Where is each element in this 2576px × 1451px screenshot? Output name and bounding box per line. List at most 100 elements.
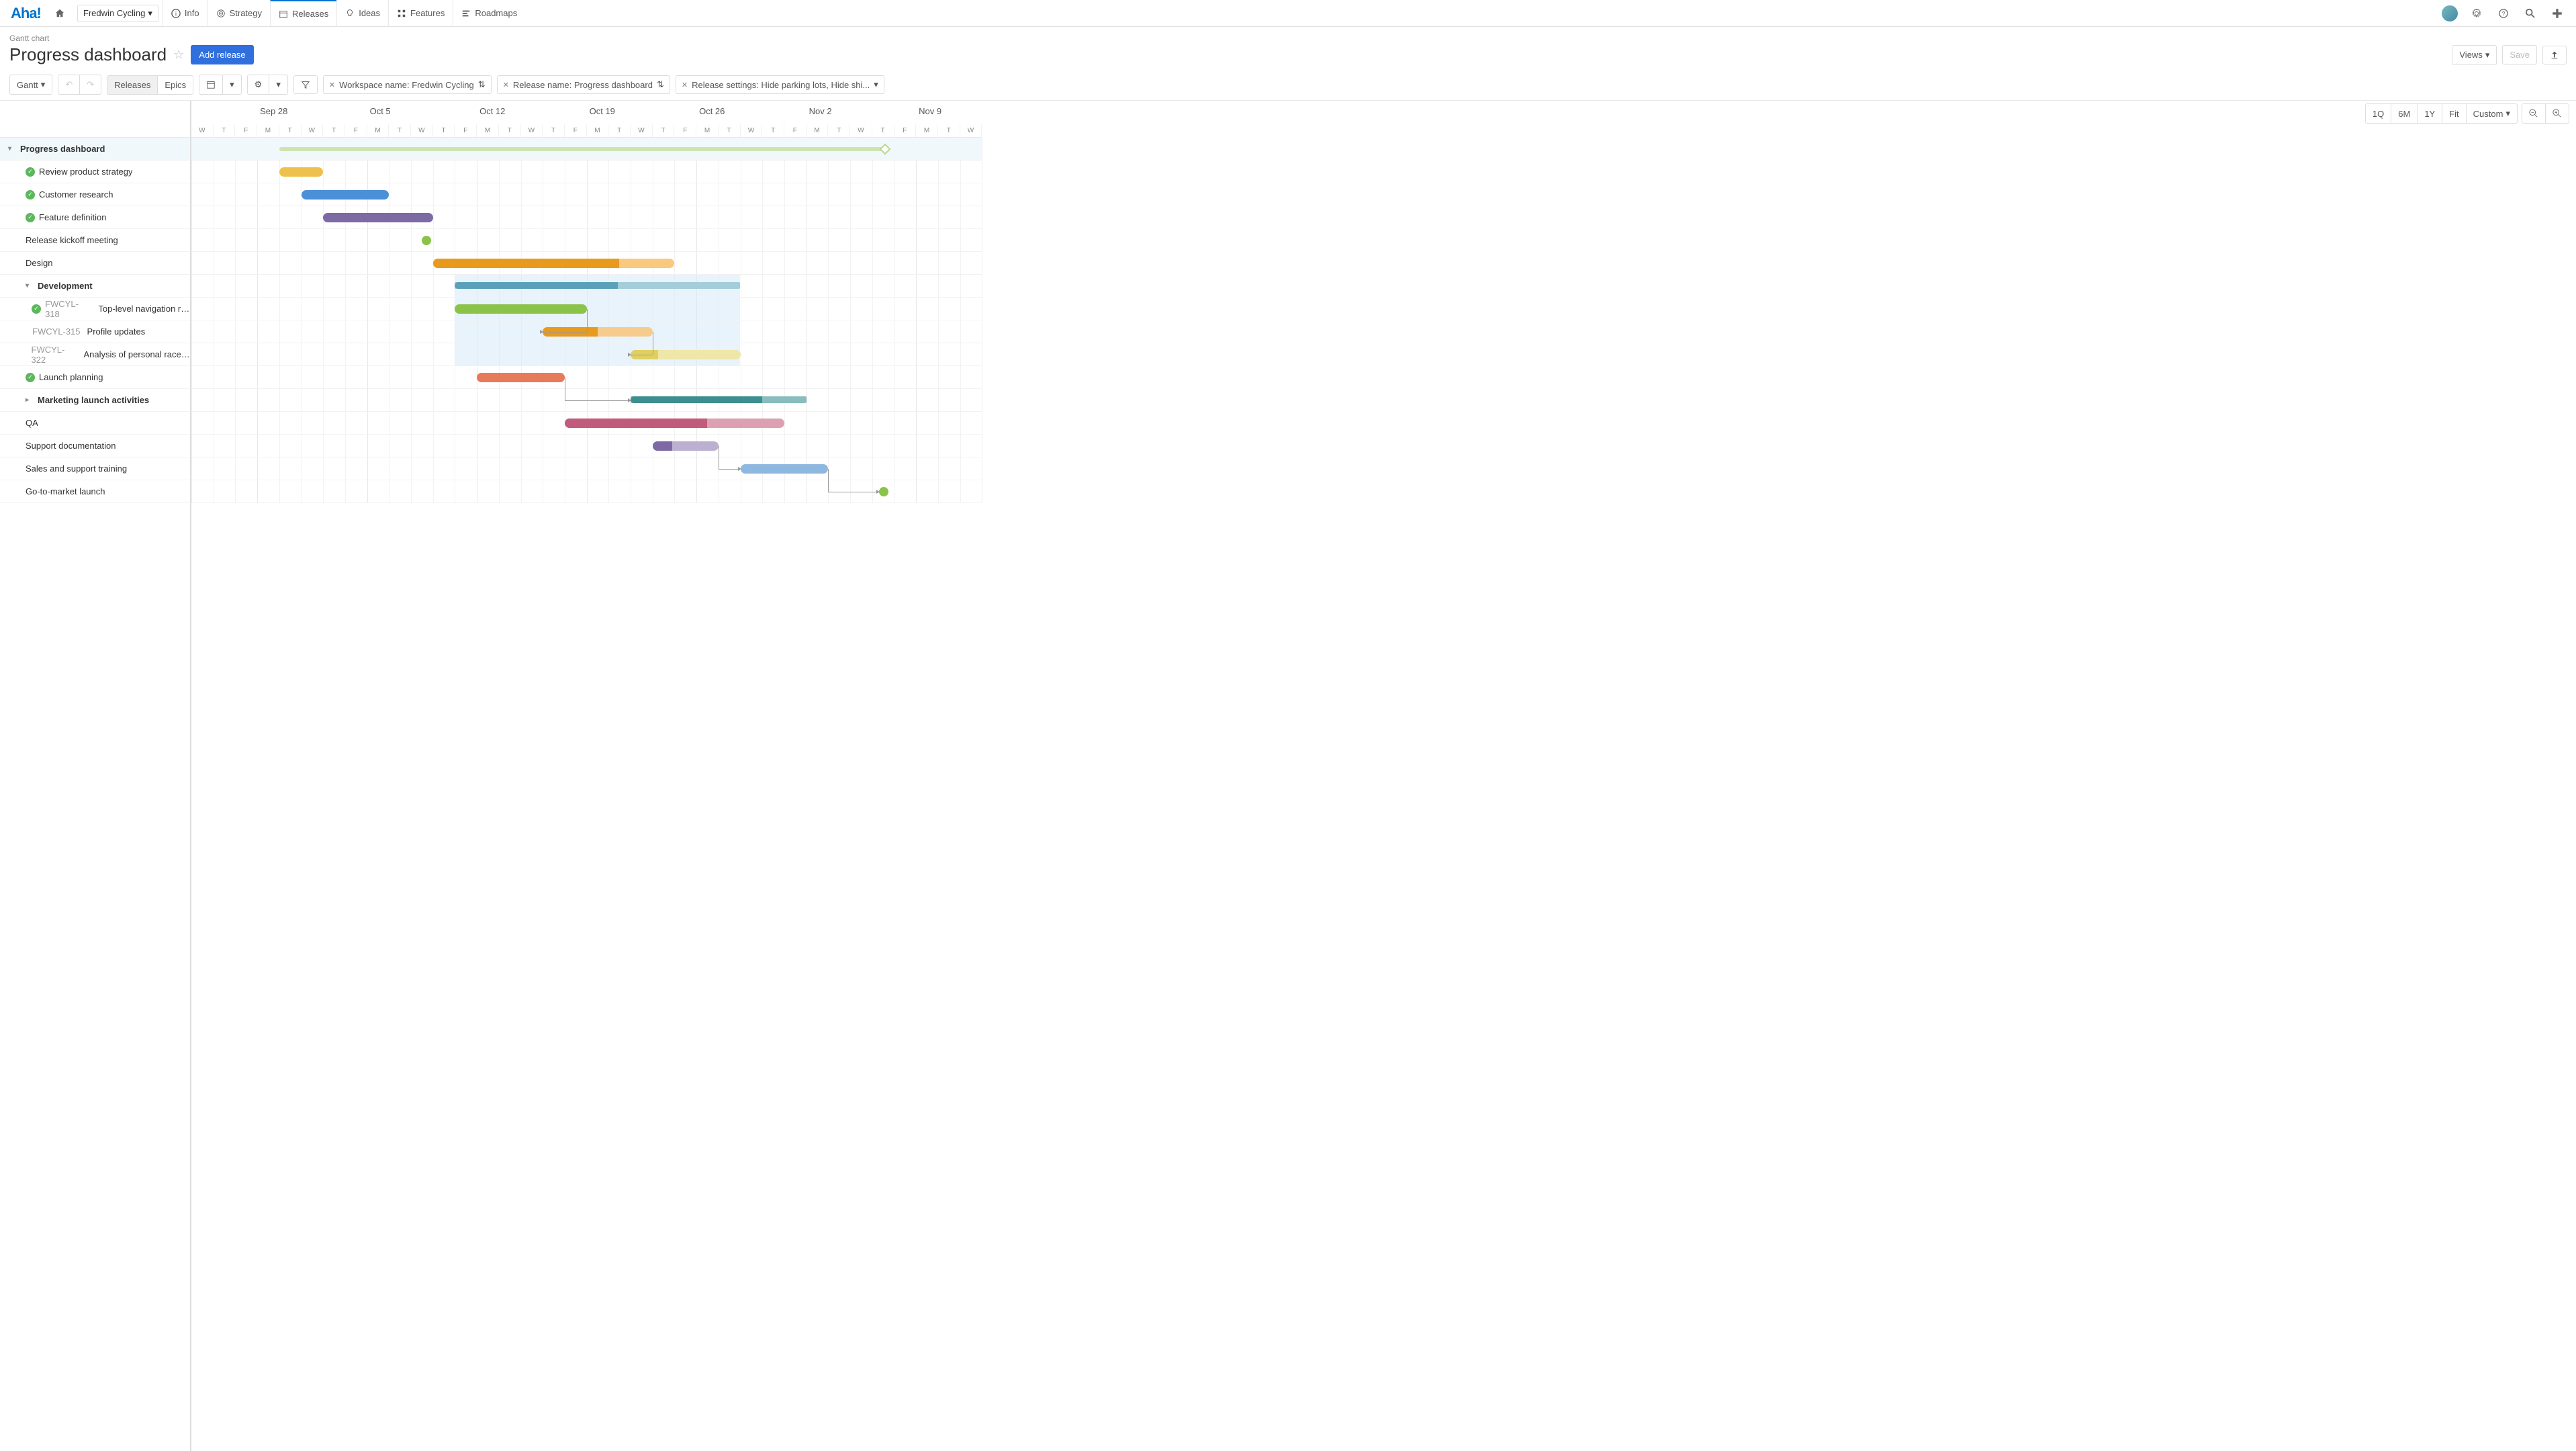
task-group-row[interactable]: ▾Progress dashboard bbox=[0, 138, 190, 161]
gantt-bar[interactable] bbox=[323, 213, 433, 222]
collapse-icon[interactable]: ▸ bbox=[26, 396, 34, 404]
task-row[interactable]: ✓Review product strategy bbox=[0, 161, 190, 183]
gantt-bar[interactable] bbox=[302, 190, 389, 200]
timeline[interactable]: 1Q 6M 1Y Fit Custom ▾ Sep 28Oct 5Oct 12O… bbox=[191, 101, 2576, 1451]
search-icon[interactable] bbox=[2517, 0, 2544, 27]
remove-filter-icon[interactable]: ✕ bbox=[329, 81, 335, 89]
gantt-view-button[interactable]: Gantt ▾ bbox=[9, 75, 52, 95]
gantt-bar[interactable] bbox=[455, 304, 586, 314]
home-icon[interactable] bbox=[46, 0, 73, 27]
task-name: Top-level navigation re... bbox=[98, 304, 190, 314]
settings-icon[interactable]: ⚙ bbox=[247, 75, 270, 95]
nav-features[interactable]: Features bbox=[388, 0, 453, 27]
task-row[interactable]: Support documentation bbox=[0, 435, 190, 457]
nav-roadmaps[interactable]: Roadmaps bbox=[453, 0, 525, 27]
gantt-bar-row bbox=[191, 435, 982, 457]
calendar-dropdown[interactable]: ▾ bbox=[222, 75, 242, 95]
task-ref: FWCYL-318 bbox=[45, 299, 91, 319]
calendar-icon[interactable] bbox=[199, 75, 223, 95]
remove-filter-icon[interactable]: ✕ bbox=[503, 81, 509, 89]
save-button[interactable]: Save bbox=[2502, 45, 2537, 64]
timeline-date-label: Nov 2 bbox=[809, 106, 832, 116]
timeline-weekday: F bbox=[674, 124, 696, 137]
timeline-weekday: T bbox=[279, 124, 302, 137]
task-name: Release kickoff meeting bbox=[26, 235, 118, 245]
task-list: ▾Progress dashboard✓Review product strat… bbox=[0, 101, 191, 1451]
task-group-row[interactable]: ▾Development bbox=[0, 275, 190, 298]
timeline-weekday: T bbox=[762, 124, 784, 137]
remove-filter-icon[interactable]: ✕ bbox=[682, 81, 688, 89]
gantt-bar[interactable] bbox=[279, 167, 323, 177]
zoom-1q[interactable]: 1Q bbox=[2365, 103, 2391, 124]
settings-dropdown[interactable]: ▾ bbox=[269, 75, 288, 95]
nav-strategy[interactable]: Strategy bbox=[208, 0, 270, 27]
redo-icon[interactable]: ↷ bbox=[79, 75, 101, 95]
gantt-bar[interactable] bbox=[543, 327, 653, 337]
task-row[interactable]: QA bbox=[0, 412, 190, 435]
nav-releases[interactable]: Releases bbox=[270, 0, 336, 26]
undo-icon[interactable]: ↶ bbox=[58, 75, 80, 95]
add-icon[interactable] bbox=[2544, 0, 2571, 27]
task-row[interactable]: Design bbox=[0, 252, 190, 275]
task-group-row[interactable]: ▸Marketing launch activities bbox=[0, 389, 190, 412]
milestone-marker[interactable] bbox=[879, 144, 890, 155]
gantt-bar[interactable] bbox=[433, 259, 675, 268]
subheader: Gantt chart Progress dashboard ☆ Add rel… bbox=[0, 27, 2576, 69]
gantt-bar[interactable] bbox=[631, 396, 807, 403]
zoom-fit[interactable]: Fit bbox=[2442, 103, 2466, 124]
gear-icon[interactable] bbox=[2463, 0, 2490, 27]
task-name: Feature definition bbox=[39, 212, 106, 222]
logo[interactable]: Aha! bbox=[11, 5, 41, 22]
add-release-button[interactable]: Add release bbox=[191, 45, 253, 64]
timeline-weekday: M bbox=[916, 124, 938, 137]
gantt-bar-row bbox=[191, 298, 982, 320]
star-icon[interactable]: ☆ bbox=[173, 48, 184, 62]
task-row[interactable]: Sales and support training bbox=[0, 457, 190, 480]
zoom-6m[interactable]: 6M bbox=[2391, 103, 2418, 124]
collapse-icon[interactable]: ▾ bbox=[8, 145, 16, 152]
gantt-bar-row bbox=[191, 366, 982, 389]
nav-info[interactable]: iInfo bbox=[163, 0, 208, 27]
zoom-1y[interactable]: 1Y bbox=[2417, 103, 2442, 124]
filter-settings[interactable]: ✕Release settings: Hide parking lots, Hi… bbox=[676, 75, 884, 94]
task-row[interactable]: FWCYL-315Profile updates bbox=[0, 320, 190, 343]
gantt-bar[interactable] bbox=[477, 373, 565, 382]
releases-toggle[interactable]: Releases bbox=[107, 75, 158, 95]
gantt-bar[interactable] bbox=[455, 282, 740, 289]
help-icon[interactable]: ? bbox=[2490, 0, 2517, 27]
timeline-weekday: F bbox=[455, 124, 477, 137]
milestone-marker[interactable] bbox=[879, 487, 888, 496]
gantt-bar[interactable] bbox=[653, 441, 719, 451]
views-button[interactable]: Views ▾ bbox=[2452, 45, 2497, 65]
task-row[interactable]: ✓Customer research bbox=[0, 183, 190, 206]
filter-icon[interactable] bbox=[293, 75, 318, 94]
task-row[interactable]: Release kickoff meeting bbox=[0, 229, 190, 252]
check-icon: ✓ bbox=[26, 190, 35, 200]
nav-ideas[interactable]: Ideas bbox=[336, 0, 388, 27]
gantt-bar-row bbox=[191, 183, 982, 206]
zoom-out-icon[interactable] bbox=[2522, 103, 2546, 124]
milestone-marker[interactable] bbox=[422, 236, 431, 245]
share-icon[interactable] bbox=[2542, 46, 2567, 64]
task-row[interactable]: ✓Launch planning bbox=[0, 366, 190, 389]
page-title: Progress dashboard bbox=[9, 44, 167, 65]
filter-workspace[interactable]: ✕Workspace name: Fredwin Cycling ⇅ bbox=[323, 75, 492, 94]
zoom-in-icon[interactable] bbox=[2545, 103, 2569, 124]
workspace-selector[interactable]: Fredwin Cycling▾ bbox=[77, 5, 158, 22]
task-row[interactable]: FWCYL-322Analysis of personal race g... bbox=[0, 343, 190, 366]
zoom-custom[interactable]: Custom ▾ bbox=[2466, 103, 2518, 124]
gantt-bar-row bbox=[191, 343, 982, 366]
filter-release[interactable]: ✕Release name: Progress dashboard ⇅ bbox=[497, 75, 670, 94]
gantt-bar[interactable] bbox=[741, 464, 829, 474]
task-row[interactable]: Go-to-market launch bbox=[0, 480, 190, 503]
collapse-icon[interactable]: ▾ bbox=[26, 282, 34, 290]
gantt-bar[interactable] bbox=[631, 350, 741, 359]
task-row[interactable]: ✓Feature definition bbox=[0, 206, 190, 229]
gantt-bar[interactable] bbox=[565, 419, 784, 428]
task-row[interactable]: ✓FWCYL-318Top-level navigation re... bbox=[0, 298, 190, 320]
epics-toggle[interactable]: Epics bbox=[157, 75, 193, 95]
avatar[interactable] bbox=[2436, 0, 2463, 27]
gantt-bar[interactable] bbox=[279, 147, 883, 151]
gantt-bar-progress bbox=[455, 282, 617, 289]
task-ref: FWCYL-315 bbox=[32, 326, 81, 337]
